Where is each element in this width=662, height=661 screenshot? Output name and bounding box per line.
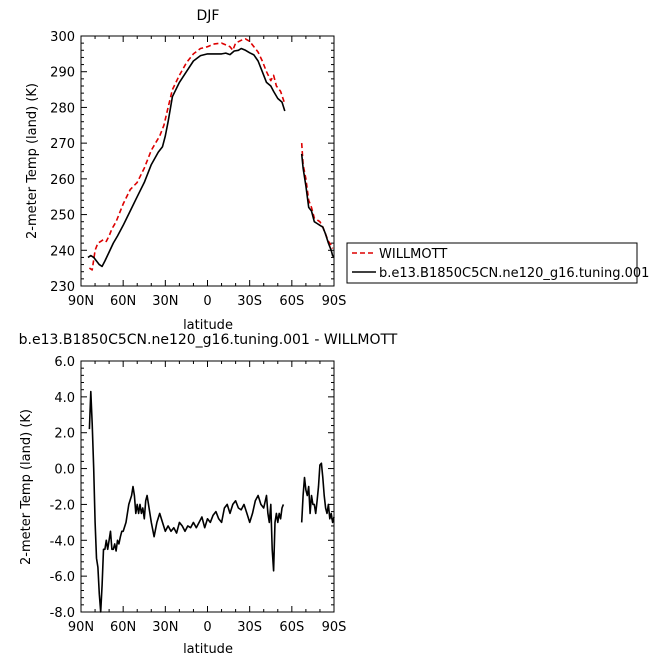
top-panel: DJF 230 240 250 260 270 280 290 300 90N 60N 30N 0 30… bbox=[25, 8, 346, 333]
top-ytick-label: 270 bbox=[50, 137, 75, 152]
bottom-ytick-label: 2.0 bbox=[54, 427, 75, 442]
legend: WILLMOTT b.e13.B1850C5CN.ne120_g16.tunin… bbox=[346, 242, 649, 284]
top-ytick-label: 240 bbox=[50, 244, 75, 259]
top-series-willmott-line bbox=[300, 143, 334, 249]
top-ytick-label: 250 bbox=[50, 209, 75, 224]
top-ytick-label: 260 bbox=[50, 173, 75, 188]
top-ytick-label: 290 bbox=[50, 66, 75, 81]
bottom-ytick-label: 0.0 bbox=[54, 463, 75, 478]
top-xtick-label: 60N bbox=[110, 294, 136, 309]
bottom-xtick-label: 0 bbox=[203, 620, 211, 635]
bottom-panel: b.e13.B1850C5CN.ne120_g16.tuning.001 - W… bbox=[19, 332, 398, 657]
bottom-ytick-label: 4.0 bbox=[54, 391, 75, 406]
bottom-series-difference-line bbox=[88, 390, 285, 613]
top-ytick-label: 300 bbox=[50, 30, 75, 45]
bottom-ylabel: 2-meter Temp (land) (K) bbox=[19, 409, 34, 565]
bottom-xtick-label: 90N bbox=[68, 620, 94, 635]
legend-box bbox=[346, 242, 638, 284]
bottom-xtick-label: 60S bbox=[279, 620, 304, 635]
top-plot-frame bbox=[80, 35, 335, 287]
bottom-plot-frame bbox=[80, 360, 335, 613]
bottom-plot-area: -8.0 -6.0 -4.0 -2.0 0.0 2.0 4.0 6.0 90N 60N 30N 0 30… bbox=[50, 355, 347, 635]
bottom-ytick-label: -2.0 bbox=[50, 498, 75, 513]
legend-label-model: b.e13.B1850C5CN.ne120_g16.tuning.001 bbox=[379, 266, 649, 281]
top-xtick-label: 90N bbox=[68, 294, 94, 309]
bottom-xtick-label: 60N bbox=[110, 620, 136, 635]
top-series-b-e13-b1850c5cn-ne120-g16-tuning-001-line bbox=[300, 153, 335, 258]
top-series-willmott-line bbox=[88, 38, 286, 271]
top-xlabel: latitude bbox=[183, 318, 233, 333]
bottom-ytick-label: 6.0 bbox=[54, 355, 75, 370]
top-ytick-label: 280 bbox=[50, 101, 75, 116]
top-ylabel: 2-meter Temp (land) (K) bbox=[25, 83, 40, 239]
bottom-ytick-label: -6.0 bbox=[50, 570, 75, 585]
top-xtick-label: 60S bbox=[279, 294, 304, 309]
bottom-ytick-label: -4.0 bbox=[50, 534, 75, 549]
top-xtick-label: 30N bbox=[152, 294, 178, 309]
top-ytick-label: 230 bbox=[50, 280, 75, 295]
top-title: DJF bbox=[197, 8, 220, 24]
legend-label-willmott: WILLMOTT bbox=[379, 247, 447, 262]
bottom-series-difference-line bbox=[300, 462, 335, 524]
bottom-xlabel: latitude bbox=[183, 642, 233, 657]
bottom-xtick-label: 30S bbox=[237, 620, 262, 635]
top-xtick-label: 30S bbox=[237, 294, 262, 309]
top-plot-area: 230 240 250 260 270 280 290 300 90N 60N 30N 0 30S 60S… bbox=[50, 30, 346, 309]
top-series-b-e13-b1850c5cn-ne120-g16-tuning-001-line bbox=[87, 47, 286, 268]
top-xtick-label: 90S bbox=[322, 294, 347, 309]
bottom-xtick-label: 30N bbox=[152, 620, 178, 635]
bottom-title: b.e13.B1850C5CN.ne120_g16.tuning.001 - W… bbox=[19, 332, 398, 348]
bottom-ytick-label: -8.0 bbox=[50, 606, 75, 621]
top-xtick-label: 0 bbox=[203, 294, 211, 309]
bottom-xtick-label: 90S bbox=[322, 620, 347, 635]
